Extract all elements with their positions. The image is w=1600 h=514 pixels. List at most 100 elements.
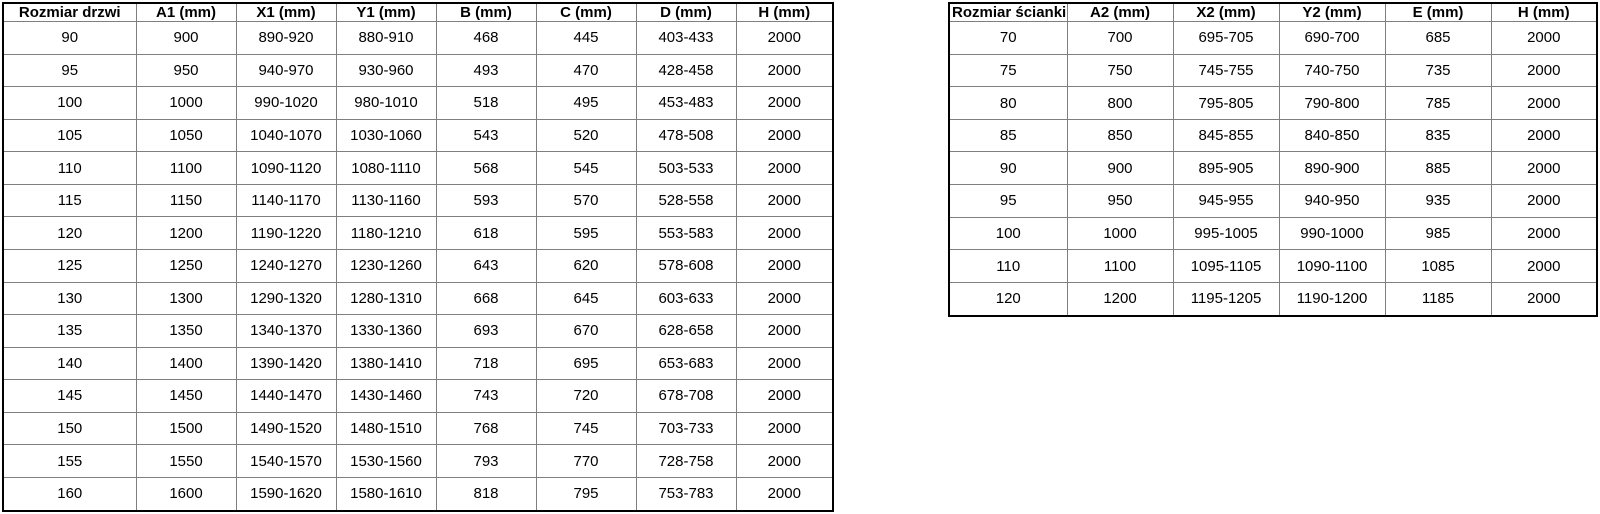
- table-cell: 90: [2, 21, 137, 55]
- table-cell: 1040-1070: [235, 118, 337, 153]
- table-cell: 695: [535, 346, 637, 381]
- table-cell: 890-900: [1278, 151, 1386, 186]
- header-cell: X1 (mm): [235, 2, 337, 22]
- table-cell: 155: [2, 444, 137, 478]
- table-cell: 750: [1066, 53, 1174, 88]
- table-cell: 945-955: [1172, 184, 1280, 218]
- table-cell: 950: [135, 53, 237, 88]
- table-cell: 735: [1384, 53, 1492, 88]
- table-row: 105 1050 1040-1070 1030-1060 543 520 478-508 20…: [2, 118, 834, 153]
- table-cell: 445: [535, 21, 637, 55]
- table-cell: 1550: [135, 444, 237, 478]
- table-cell: 2000: [735, 346, 834, 381]
- table-cell: 1350: [135, 314, 237, 348]
- table-cell: 895-905: [1172, 151, 1280, 186]
- header-cell: A1 (mm): [135, 2, 237, 22]
- table-cell: 553-583: [635, 216, 737, 250]
- table-cell: 125: [2, 248, 137, 283]
- table-row: 120 1200 1195-1205 1190-1200 1185 2000: [948, 281, 1598, 317]
- table-cell: 620: [535, 248, 637, 283]
- table-cell: 2000: [735, 248, 834, 283]
- table-cell: 85: [948, 118, 1068, 153]
- table-cell: 745-755: [1172, 53, 1280, 88]
- table-cell: 795-805: [1172, 86, 1280, 120]
- table-cell: 1200: [1066, 281, 1174, 317]
- table-row: 100 1000 990-1020 980-1010 518 495 453-483 2000: [2, 86, 834, 120]
- table-cell: 2000: [1490, 118, 1598, 153]
- table-cell: 453-483: [635, 86, 737, 120]
- header-cell: E (mm): [1384, 2, 1492, 22]
- table-cell: 1130-1160: [335, 183, 437, 218]
- table-cell: 518: [435, 86, 537, 120]
- table-cell: 2000: [1490, 184, 1598, 218]
- table-cell: 695-705: [1172, 21, 1280, 55]
- table-cell: 785: [1384, 86, 1492, 120]
- table-cell: 685: [1384, 21, 1492, 55]
- table-cell: 1100: [135, 151, 237, 185]
- table-cell: 840-850: [1278, 118, 1386, 153]
- table-cell: 120: [948, 281, 1068, 317]
- table-row: 80 800 795-805 790-800 785 2000: [948, 86, 1598, 120]
- table-row: 85 850 845-855 840-850 835 2000: [948, 118, 1598, 153]
- table-cell: 545: [535, 151, 637, 185]
- wall-size-table: Rozmiar ścianki A2 (mm) X2 (mm) Y2 (mm) E (m…: [948, 2, 1598, 317]
- table-cell: 900: [135, 21, 237, 55]
- table-cell: 1030-1060: [335, 118, 437, 153]
- table-cell: 115: [2, 183, 137, 218]
- header-cell: Y1 (mm): [335, 2, 437, 22]
- table-cell: 2000: [735, 21, 834, 55]
- table-cell: 593: [435, 183, 537, 218]
- table-cell: 100: [2, 86, 137, 120]
- table-cell: 2000: [1490, 53, 1598, 88]
- table-cell: 100: [948, 216, 1068, 251]
- table-cell: 850: [1066, 118, 1174, 153]
- header-row: Rozmiar drzwi A1 (mm) X1 (mm) Y1 (mm) B (mm)…: [2, 2, 834, 22]
- table-cell: 1095-1105: [1172, 249, 1280, 283]
- table-cell: 790-800: [1278, 86, 1386, 120]
- table-cell: 1380-1410: [335, 346, 437, 381]
- table-cell: 618: [435, 216, 537, 250]
- header-cell: A2 (mm): [1066, 2, 1174, 22]
- table-cell: 578-608: [635, 248, 737, 283]
- table-cell: 1185: [1384, 281, 1492, 317]
- table-cell: 1050: [135, 118, 237, 153]
- table-cell: 1500: [135, 411, 237, 446]
- table-cell: 2000: [735, 281, 834, 316]
- table-cell: 1250: [135, 248, 237, 283]
- table-cell: 628-658: [635, 314, 737, 348]
- table-cell: 1400: [135, 346, 237, 381]
- table-cell: 150: [2, 411, 137, 446]
- table-cell: 668: [435, 281, 537, 316]
- table-cell: 1000: [1066, 216, 1174, 251]
- table-cell: 1440-1470: [235, 379, 337, 413]
- table-cell: 1195-1205: [1172, 281, 1280, 317]
- table-cell: 795: [535, 476, 637, 512]
- table-row: 150 1500 1490-1520 1480-1510 768 745 703-733 20…: [2, 411, 834, 446]
- table-cell: 2000: [735, 444, 834, 478]
- table-cell: 528-558: [635, 183, 737, 218]
- table-cell: 985: [1384, 216, 1492, 251]
- table-cell: 95: [948, 184, 1068, 218]
- table-cell: 1590-1620: [235, 476, 337, 512]
- table-cell: 130: [2, 281, 137, 316]
- table-cell: 2000: [1490, 151, 1598, 186]
- table-cell: 653-683: [635, 346, 737, 381]
- table-cell: 950: [1066, 184, 1174, 218]
- table-cell: 990-1000: [1278, 216, 1386, 251]
- header-cell: Y2 (mm): [1278, 2, 1386, 22]
- table-cell: 930-960: [335, 53, 437, 88]
- table-cell: 1330-1360: [335, 314, 437, 348]
- table-cell: 603-633: [635, 281, 737, 316]
- table-cell: 995-1005: [1172, 216, 1280, 251]
- table-cell: 743: [435, 379, 537, 413]
- table-cell: 1200: [135, 216, 237, 250]
- table-cell: 428-458: [635, 53, 737, 88]
- table-cell: 1150: [135, 183, 237, 218]
- table-row: 130 1300 1290-1320 1280-1310 668 645 603-633 20…: [2, 281, 834, 316]
- table-cell: 503-533: [635, 151, 737, 185]
- table-cell: 2000: [1490, 86, 1598, 120]
- table-cell: 543: [435, 118, 537, 153]
- table-cell: 2000: [735, 314, 834, 348]
- table-row: 135 1350 1340-1370 1330-1360 693 670 628-658 20…: [2, 314, 834, 348]
